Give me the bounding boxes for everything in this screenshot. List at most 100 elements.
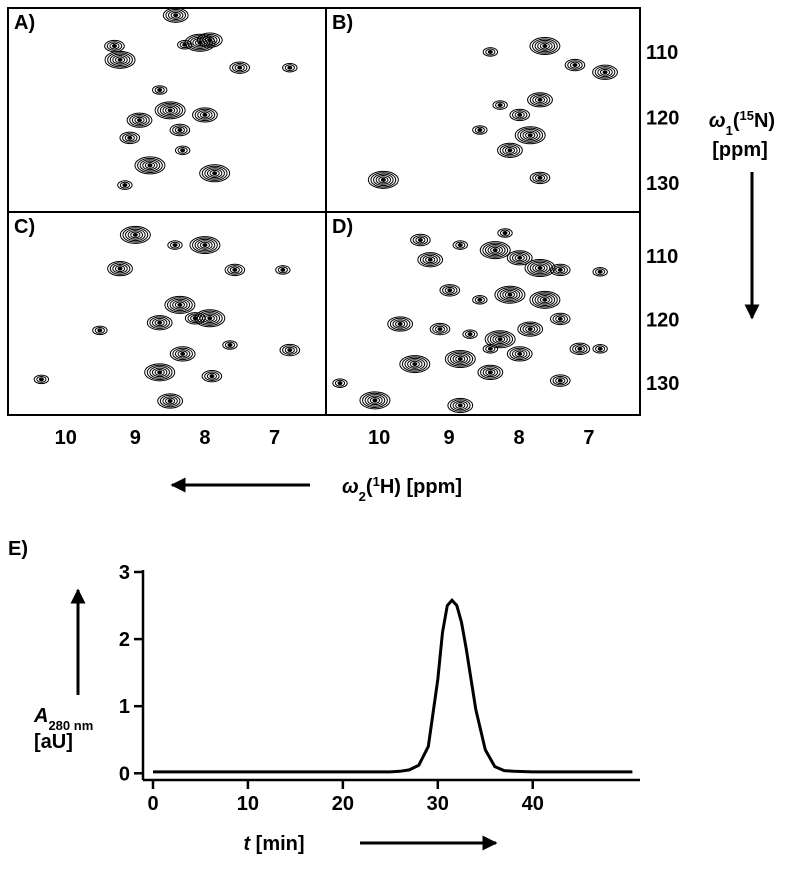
contour-ring [437,327,443,332]
contour-ring [519,322,541,336]
contour-ring [457,357,463,361]
panel-label: E) [8,538,28,560]
contour-ring [224,263,246,277]
contour-ring [555,266,566,274]
contour-ring [229,266,240,274]
contour-ring [567,60,583,70]
axis-label: A280 nm [33,705,93,733]
peak [192,107,218,123]
contour-ring [177,350,188,358]
y-tick-label: 120 [646,108,679,130]
contour-ring [595,268,606,276]
y-tick-label: 110 [646,246,678,268]
contour-ring [114,265,126,273]
contour-ring [485,368,496,376]
contour-ring [597,269,603,274]
contour-ring [514,126,546,145]
panel-frame [325,211,641,416]
peak [506,250,533,266]
peak [592,267,608,277]
contour-ring [146,364,173,380]
contour-ring [159,104,181,117]
contour-ring [552,265,568,275]
peak [387,316,414,332]
contour-ring [389,317,411,331]
peak [117,180,133,190]
contour-ring [97,328,103,333]
label-part: 15 [740,108,754,123]
contour-ring [485,48,496,56]
contour-ring [555,315,566,323]
contour-ring [173,13,179,18]
label-part: [min] [250,833,304,855]
peak [492,100,508,110]
contour-ring [109,42,120,50]
contour-ring [415,236,426,244]
contour-ring [529,93,551,107]
contour-ring [452,240,468,250]
contour-ring [557,378,563,383]
contour-ring [514,350,525,358]
label-part: ω [709,110,726,132]
peak [444,350,476,368]
contour-ring [169,241,181,249]
peak [151,85,168,95]
contour-ring [180,148,186,153]
contour-ring [127,230,144,240]
contour-ring [206,372,217,380]
contour-ring [232,62,248,73]
contour-ring [279,343,301,357]
contour-ring [334,379,346,387]
contour-ring [126,112,153,128]
contour-ring [387,316,414,332]
contour-ring [472,125,488,135]
contour-ring [227,343,233,347]
x-tick-label: 10 [368,427,390,449]
contour-ring [112,263,128,274]
contour-ring [507,292,513,297]
contour-ring [497,228,513,238]
x-tick-label: 9 [130,427,141,449]
contour-ring [442,285,458,296]
x-tick-label: 40 [522,793,544,815]
x-tick-label: 9 [444,427,455,449]
contour-ring [495,335,506,343]
contour-ring [474,126,485,134]
contour-ring [370,172,397,188]
contour-ring [410,233,431,247]
contour-ring [487,331,514,347]
contour-ring [122,133,138,143]
contour-ring [529,37,561,56]
contour-ring [117,266,123,271]
peak [472,295,488,305]
label-part: N) [754,110,775,132]
peak [462,329,478,339]
contour-ring [372,398,378,403]
label-part: H) [ppm] [380,476,462,498]
contour-ring [157,87,163,92]
contour-ring [499,229,511,237]
contour-ring [597,346,603,351]
contour-ring [492,100,508,110]
contour-ring [417,252,444,268]
contour-ring [149,316,170,329]
peak [509,108,531,122]
contour-ring [282,62,298,73]
contour-ring [499,144,521,157]
contour-ring [480,366,501,379]
contour-ring [594,66,616,79]
contour-ring [162,396,178,406]
y-tick-label: 120 [646,310,679,332]
contour-ring [177,302,183,307]
contour-ring [542,297,548,302]
contour-ring [154,319,165,327]
y-tick-label: 130 [646,373,679,395]
contour-ring [439,284,461,297]
contour-ring [380,177,386,182]
contour-ring [202,112,208,117]
contour-ring [419,253,441,266]
contour-ring [519,129,541,142]
contour-ring [434,325,446,333]
contour-ring [144,363,176,382]
contour-ring [531,292,558,308]
